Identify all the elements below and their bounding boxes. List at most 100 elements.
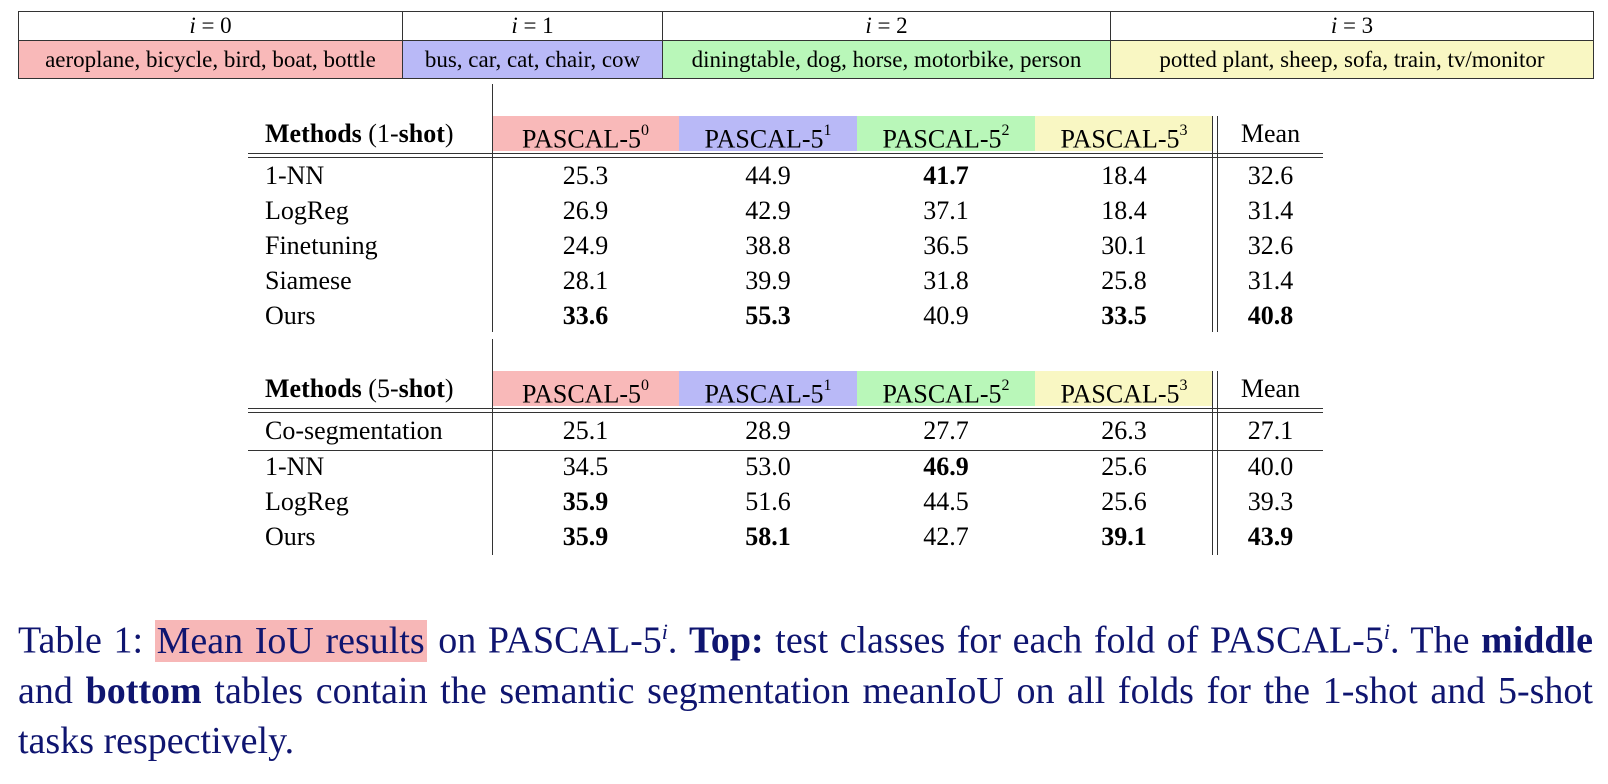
fold-header-1: i = 1: [402, 10, 663, 42]
mean-cell: 40.0: [1247, 452, 1294, 481]
fold-header-cell: PASCAL-51: [679, 371, 857, 409]
method-name: 1-NN: [265, 161, 325, 190]
fold-header-label: PASCAL-5: [522, 124, 641, 154]
table-row: Ours 35.9 58.1 42.7 39.1 43.9: [248, 519, 1323, 554]
value-cell: 25.8: [1101, 266, 1147, 295]
value-cell: 26.3: [1101, 416, 1147, 445]
caption-prefix: Table 1:: [18, 619, 155, 662]
value-cell: 44.9: [745, 161, 791, 190]
fold-header-sup: 0: [640, 122, 649, 139]
value-cell: 24.9: [562, 231, 609, 260]
value-cell: 42.9: [745, 196, 791, 225]
caption-top-bold: Top:: [689, 619, 764, 662]
table-row: LogReg 26.9 42.9 37.1 18.4 31.4: [248, 193, 1323, 228]
fold-header-cell: PASCAL-52: [857, 371, 1035, 409]
fold-header-label: PASCAL-5: [704, 379, 824, 409]
value-cell: 18.4: [1101, 161, 1147, 190]
caption-part5: and: [18, 669, 86, 712]
method-name: Ours: [265, 522, 316, 551]
value-cell: 30.1: [1101, 231, 1147, 260]
fold-header-0: i = 0: [18, 10, 403, 42]
caption-sup-i-2: i: [1383, 619, 1390, 644]
value-cell: 31.8: [923, 266, 969, 295]
methods-header-close: ): [444, 374, 454, 403]
fold-header-label: PASCAL-5: [882, 124, 1002, 154]
value-cell: 40.9: [923, 301, 969, 330]
mean-cell: 39.3: [1247, 487, 1294, 516]
value-cell: 35.9: [562, 522, 609, 551]
methods-header-text: (1-: [361, 119, 399, 148]
fold-eq: = 3: [1337, 13, 1374, 39]
fold-eq: = 2: [871, 13, 908, 39]
header-rule: [248, 153, 1323, 154]
methods-header: Methods (5-shot): [265, 371, 454, 406]
value-cell: 25.6: [1101, 487, 1147, 516]
methods-header-close: ): [444, 119, 454, 148]
value-cell: 39.1: [1101, 522, 1147, 551]
fold-header-2: i = 2: [662, 10, 1111, 42]
mean-separator: [1217, 371, 1218, 555]
fold-classes-2: diningtable, dog, horse, motorbike, pers…: [662, 40, 1111, 79]
value-cell: 33.5: [1101, 301, 1147, 330]
header-rule: [248, 157, 1323, 158]
header-rule: [248, 412, 1323, 413]
value-cell: 38.8: [745, 231, 791, 260]
mean-cell: 40.8: [1247, 301, 1294, 330]
table-caption: Table 1: Mean IoU results on PASCAL-5i. …: [18, 607, 1593, 766]
mean-cell: 43.9: [1247, 522, 1294, 551]
method-name: Siamese: [265, 266, 352, 295]
caption-sup-i: i: [661, 619, 668, 644]
fold-header-cell: PASCAL-52: [857, 116, 1035, 154]
caption-part1: on PASCAL-5: [426, 619, 662, 662]
value-cell: 41.7: [923, 161, 969, 190]
value-cell: 26.9: [562, 196, 609, 225]
value-cell: 55.3: [745, 301, 791, 330]
mean-separator: [1217, 116, 1218, 332]
fold-header-sup: 0: [640, 377, 649, 394]
mean-separator: [1212, 116, 1213, 332]
caption-middle-bold: middle: [1481, 619, 1593, 662]
fold-var: i: [189, 13, 196, 39]
caption-part4: . The: [1389, 619, 1482, 662]
fold-header-cell: PASCAL-50: [492, 116, 679, 154]
methods-header-text: (5-: [361, 374, 399, 403]
mean-cell: 32.6: [1247, 231, 1294, 260]
fold-header-cell: PASCAL-53: [1035, 371, 1213, 409]
methods-header: Methods (1-shot): [265, 116, 454, 151]
fold-classes-1: bus, car, cat, chair, cow: [402, 40, 663, 79]
mean-cell: 32.6: [1247, 161, 1294, 190]
mean-cell: 31.4: [1247, 196, 1294, 225]
fold-header-label: PASCAL-5: [522, 379, 641, 409]
value-cell: 27.7: [923, 416, 969, 445]
value-cell: 36.5: [923, 231, 969, 260]
caption-part3: test classes for each fold of PASCAL-5: [763, 619, 1384, 662]
mean-header: Mean: [1240, 374, 1301, 403]
methods-header-bold: Methods: [265, 374, 362, 403]
fold-eq: = 0: [195, 13, 232, 39]
value-cell: 25.6: [1101, 452, 1147, 481]
table-row: Finetuning 24.9 38.8 36.5 30.1 32.6: [248, 228, 1323, 263]
mean-cell: 27.1: [1247, 416, 1294, 445]
value-cell: 25.1: [562, 416, 609, 445]
value-cell: 44.5: [923, 487, 969, 516]
methods-header-shot: shot: [398, 374, 445, 403]
table-row: LogReg 35.9 51.6 44.5 25.6 39.3: [248, 484, 1323, 519]
value-cell: 46.9: [923, 452, 969, 481]
column-separator: [492, 339, 493, 555]
caption-highlight: Mean IoU results: [154, 619, 427, 662]
fold-var: i: [1330, 13, 1338, 39]
fold-classes-3: potted plant, sheep, sofa, train, tv/mon…: [1110, 40, 1594, 79]
fold-class-table: i = 0 i = 1 i = 2 i = 3 aeroplane, bicyc…: [18, 10, 1594, 79]
mean-header: Mean: [1240, 119, 1301, 148]
fold-header-row: i = 0 i = 1 i = 2 i = 3: [18, 10, 1594, 42]
mean-separator: [1212, 371, 1213, 555]
header-rule: [248, 408, 1323, 409]
results-table-1shot: Methods (1-shot) PASCAL-50 PASCAL-51 PASCAL…: [248, 84, 1323, 334]
value-cell: 34.5: [562, 452, 609, 481]
fold-header-sup: 3: [1179, 377, 1188, 394]
group-rule: [248, 450, 1323, 451]
table-row: 1-NN 34.5 53.0 46.9 25.6 40.0: [248, 449, 1323, 484]
table-row: Ours 33.6 55.3 40.9 33.5 40.8: [248, 298, 1323, 333]
value-cell: 37.1: [923, 196, 969, 225]
fold-header-cell: PASCAL-50: [492, 371, 679, 409]
